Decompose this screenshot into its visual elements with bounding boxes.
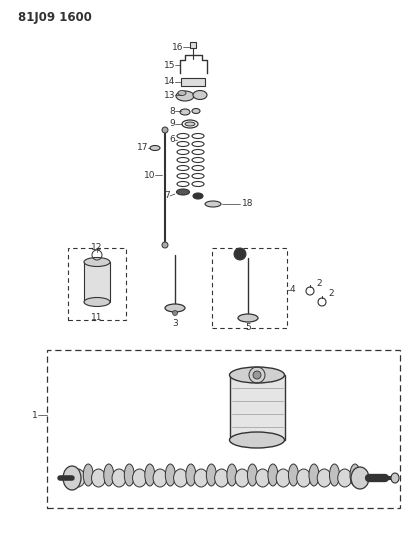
- Circle shape: [234, 248, 246, 260]
- Ellipse shape: [205, 201, 221, 207]
- Ellipse shape: [391, 473, 399, 483]
- Bar: [181, 78, 205, 86]
- Ellipse shape: [247, 464, 257, 486]
- Ellipse shape: [176, 189, 190, 195]
- Ellipse shape: [230, 367, 285, 383]
- Circle shape: [162, 127, 168, 133]
- Bar: [84, 262, 110, 302]
- Ellipse shape: [153, 469, 167, 487]
- Ellipse shape: [92, 469, 105, 487]
- Text: 12: 12: [91, 244, 103, 253]
- Ellipse shape: [235, 469, 249, 487]
- Ellipse shape: [193, 91, 207, 100]
- Ellipse shape: [350, 464, 360, 486]
- Circle shape: [162, 242, 168, 248]
- Ellipse shape: [71, 469, 85, 487]
- Ellipse shape: [145, 464, 155, 486]
- Ellipse shape: [104, 464, 114, 486]
- Text: 2: 2: [316, 279, 322, 287]
- Text: 9: 9: [169, 119, 175, 128]
- Ellipse shape: [165, 464, 176, 486]
- Ellipse shape: [338, 469, 352, 487]
- Ellipse shape: [194, 469, 208, 487]
- Ellipse shape: [309, 464, 319, 486]
- Ellipse shape: [351, 467, 369, 489]
- Text: 81J09 1600: 81J09 1600: [18, 12, 92, 25]
- Ellipse shape: [186, 464, 196, 486]
- Ellipse shape: [112, 469, 126, 487]
- Bar: [230, 375, 285, 440]
- Ellipse shape: [173, 469, 188, 487]
- Text: 1: 1: [32, 410, 38, 419]
- Circle shape: [173, 311, 178, 316]
- Text: 7: 7: [164, 191, 170, 200]
- Ellipse shape: [238, 314, 258, 322]
- Text: 4: 4: [290, 286, 296, 295]
- Ellipse shape: [180, 109, 190, 115]
- Ellipse shape: [83, 464, 93, 486]
- Ellipse shape: [256, 469, 270, 487]
- Ellipse shape: [268, 464, 278, 486]
- Ellipse shape: [124, 464, 134, 486]
- Ellipse shape: [192, 109, 200, 114]
- Text: 11: 11: [91, 313, 103, 322]
- Ellipse shape: [206, 464, 216, 486]
- Text: 6: 6: [169, 135, 175, 144]
- Bar: [68, 248, 126, 320]
- Ellipse shape: [63, 466, 81, 490]
- Text: 2: 2: [328, 289, 334, 298]
- Ellipse shape: [178, 91, 186, 95]
- Ellipse shape: [276, 469, 290, 487]
- Ellipse shape: [215, 469, 229, 487]
- Ellipse shape: [227, 464, 237, 486]
- Bar: [190, 42, 196, 48]
- Circle shape: [253, 371, 261, 379]
- Ellipse shape: [133, 469, 147, 487]
- Ellipse shape: [84, 297, 110, 306]
- Text: 14: 14: [164, 77, 175, 86]
- Text: 15: 15: [164, 61, 175, 69]
- Text: 3: 3: [172, 319, 178, 327]
- Bar: [47, 350, 400, 508]
- Ellipse shape: [288, 464, 299, 486]
- Bar: [212, 248, 287, 328]
- Ellipse shape: [185, 122, 195, 126]
- Text: 13: 13: [164, 91, 175, 100]
- Text: 18: 18: [242, 199, 254, 208]
- Ellipse shape: [297, 469, 311, 487]
- Ellipse shape: [330, 464, 339, 486]
- Ellipse shape: [317, 469, 331, 487]
- Ellipse shape: [165, 304, 185, 312]
- Text: 10: 10: [143, 171, 155, 180]
- Ellipse shape: [84, 257, 110, 266]
- Ellipse shape: [230, 432, 285, 448]
- Ellipse shape: [150, 146, 160, 150]
- Ellipse shape: [176, 91, 194, 101]
- Text: 8: 8: [169, 107, 175, 116]
- Text: 16: 16: [171, 43, 183, 52]
- Ellipse shape: [193, 193, 203, 199]
- Text: 5: 5: [245, 324, 251, 333]
- Text: 17: 17: [137, 143, 148, 152]
